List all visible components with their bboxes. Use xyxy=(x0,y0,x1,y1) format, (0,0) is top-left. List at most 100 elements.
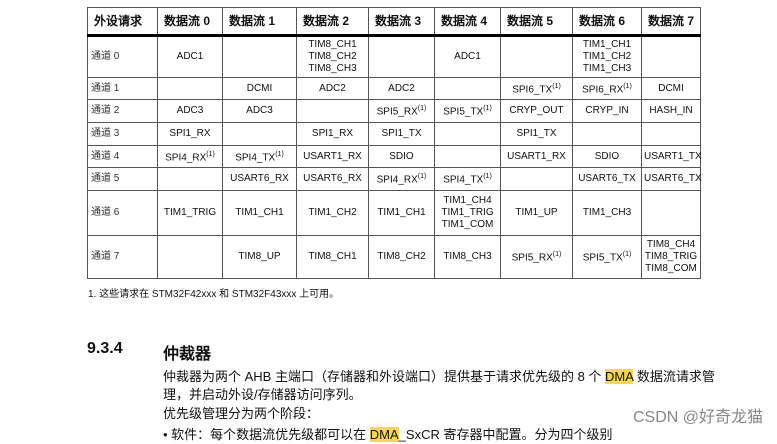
table-cell: TIM8_CH3 xyxy=(434,235,501,279)
request-name: ADC1 xyxy=(454,51,481,62)
request-name: TIM1_TRIG xyxy=(441,207,494,218)
table-cell: SDIO xyxy=(368,145,435,168)
table-cell: TIM1_CH2 xyxy=(296,190,369,236)
table-cell: ADC1 xyxy=(434,35,501,78)
request-name: TIM8_CH2 xyxy=(377,251,426,262)
table-cell: DCMI xyxy=(641,77,701,100)
request-name: TIM1_CH4 xyxy=(443,195,492,206)
paragraph-arbiter: 仲裁器为两个 AHB 主端口（存储器和外设端口）提供基于请求优先级的 8 个 D… xyxy=(163,369,715,402)
table-cell: SPI1_RX xyxy=(296,122,369,146)
request-name: SDIO xyxy=(594,150,620,162)
highlight: DMA xyxy=(369,427,399,442)
request-name: USART1_RX xyxy=(303,150,362,162)
table-cell: ADC2 xyxy=(296,77,369,100)
request-name: SPI1_TX xyxy=(516,128,557,139)
table-cell: USART1_TX xyxy=(641,145,702,168)
table-cell xyxy=(434,77,501,100)
table-cell xyxy=(368,35,435,78)
request-name: SPI4_RX(1) xyxy=(376,173,427,186)
table-cell xyxy=(500,35,573,78)
table-cell: TIM1_CH4 TIM1_TRIG TIM1_COM xyxy=(434,190,501,236)
column-header: 数据流 2 xyxy=(296,7,369,37)
channel-label: 通道 3 xyxy=(87,122,158,146)
request-name: TIM1_TRIG xyxy=(163,207,217,218)
table-cell: SPI5_RX(1) xyxy=(500,235,573,279)
table-cell: ADC1 xyxy=(157,35,223,78)
table-cell xyxy=(434,122,501,146)
request-name: DCMI xyxy=(658,82,684,94)
request-name: SPI1_RX xyxy=(169,128,211,139)
section-number: 9.3.4 xyxy=(87,340,123,357)
table-cell: USART1_RX xyxy=(296,145,369,168)
table-cell: ADC2 xyxy=(368,77,435,100)
request-name: TIM8_CH1 xyxy=(308,251,357,262)
request-name: CRYP_OUT xyxy=(509,105,564,116)
request-name: SPI1_TX xyxy=(381,128,422,139)
request-name: DCMI xyxy=(246,82,273,94)
table-cell xyxy=(157,167,223,191)
column-header: 数据流 5 xyxy=(500,7,573,37)
request-name: TIM1_UP xyxy=(515,207,558,218)
request-name: USART6_TX xyxy=(578,173,636,184)
table-row: 通道 0 ADC1 TIM8_CH1 TIM8_CH2 TIM8_CH3 ADC1 TIM1… xyxy=(87,35,701,78)
table-cell: TIM1_CH3 xyxy=(572,190,642,236)
request-name: TIM8_UP xyxy=(238,251,281,262)
table-cell: SPI1_RX xyxy=(157,122,223,146)
request-name: TIM1_CH2 xyxy=(582,51,632,62)
table-cell: SPI4_TX(1) xyxy=(222,145,297,168)
request-name: ADC2 xyxy=(388,82,415,94)
channel-label: 通道 7 xyxy=(87,235,158,279)
table-cell: SPI4_TX(1) xyxy=(434,167,501,191)
table-cell xyxy=(434,145,501,168)
table-cell: USART6_TX xyxy=(641,167,702,191)
table-cell: USART6_RX xyxy=(222,167,297,191)
table-cell: TIM8_CH1 xyxy=(296,235,369,279)
table-row: 通道 1 DCMI ADC2 ADC2 SPI6_TX(1) SPI6_RX(1) DCMI xyxy=(87,77,701,100)
request-name: TIM1_CH1 xyxy=(377,207,426,218)
table-cell xyxy=(641,190,701,236)
request-name: ADC1 xyxy=(176,51,204,62)
request-name: TIM1_COM xyxy=(441,219,494,230)
request-name: SPI5_RX(1) xyxy=(511,251,562,264)
request-name: SDIO xyxy=(389,150,414,162)
table-cell: USART6_TX xyxy=(572,167,642,191)
request-name: TIM1_CH3 xyxy=(582,63,632,74)
channel-label: 通道 5 xyxy=(87,167,158,191)
table-row: 通道 7 TIM8_UP TIM8_CH1 TIM8_CH2 TIM8_CH3 SPI5_… xyxy=(87,235,701,279)
request-name: SPI5_TX(1) xyxy=(443,105,492,118)
table-cell xyxy=(222,35,297,78)
request-name: TIM8_CH3 xyxy=(443,251,492,262)
column-header: 数据流 0 xyxy=(157,7,223,37)
table-row: 通道 2 ADC3 ADC3 SPI5_RX(1) SPI5_TX(1) CRYP_OUT… xyxy=(87,99,701,123)
column-header: 外设请求 xyxy=(87,7,158,37)
table-cell: TIM1_UP xyxy=(500,190,573,236)
watermark: CSDN @好奇龙猫 xyxy=(632,409,763,426)
request-name: USART6_RX xyxy=(303,173,362,184)
request-name: TIM8_CH4 xyxy=(646,239,696,250)
channel-label: 通道 6 xyxy=(87,190,158,236)
section-title: 仲裁器 xyxy=(163,346,212,363)
table-cell xyxy=(641,122,701,146)
paragraph-priority: 优先级管理分为两个阶段： xyxy=(163,406,320,421)
column-header: 数据流 4 xyxy=(434,7,501,37)
request-name: USART1_RX xyxy=(507,150,566,162)
table-cell: DCMI xyxy=(222,77,297,100)
table-cell: CRYP_IN xyxy=(572,99,642,123)
table-cell: TIM1_CH1 xyxy=(368,190,435,236)
request-name: TIM8_TRIG xyxy=(644,251,698,262)
request-name: SPI5_RX(1) xyxy=(376,105,427,118)
table-cell: SPI5_TX(1) xyxy=(572,235,642,279)
request-name: TIM1_CH1 xyxy=(582,39,632,50)
channel-label: 通道 1 xyxy=(87,77,158,100)
column-header: 数据流 1 xyxy=(222,7,297,37)
request-name: ADC3 xyxy=(176,105,204,116)
request-name: TIM8_CH2 xyxy=(308,51,357,62)
request-name: TIM1_CH2 xyxy=(308,207,357,218)
footnote: 1. 这些请求在 STM32F42xxx 和 STM32F43xxx 上可用。 xyxy=(88,289,340,300)
table-row: 通道 4 SPI4_RX(1) SPI4_TX(1) USART1_RX SDIO USA… xyxy=(87,145,702,168)
table-cell xyxy=(296,99,369,123)
channel-label: 通道 2 xyxy=(87,99,158,123)
table-cell: TIM8_UP xyxy=(222,235,297,279)
table-cell: SPI6_TX(1) xyxy=(500,77,573,100)
